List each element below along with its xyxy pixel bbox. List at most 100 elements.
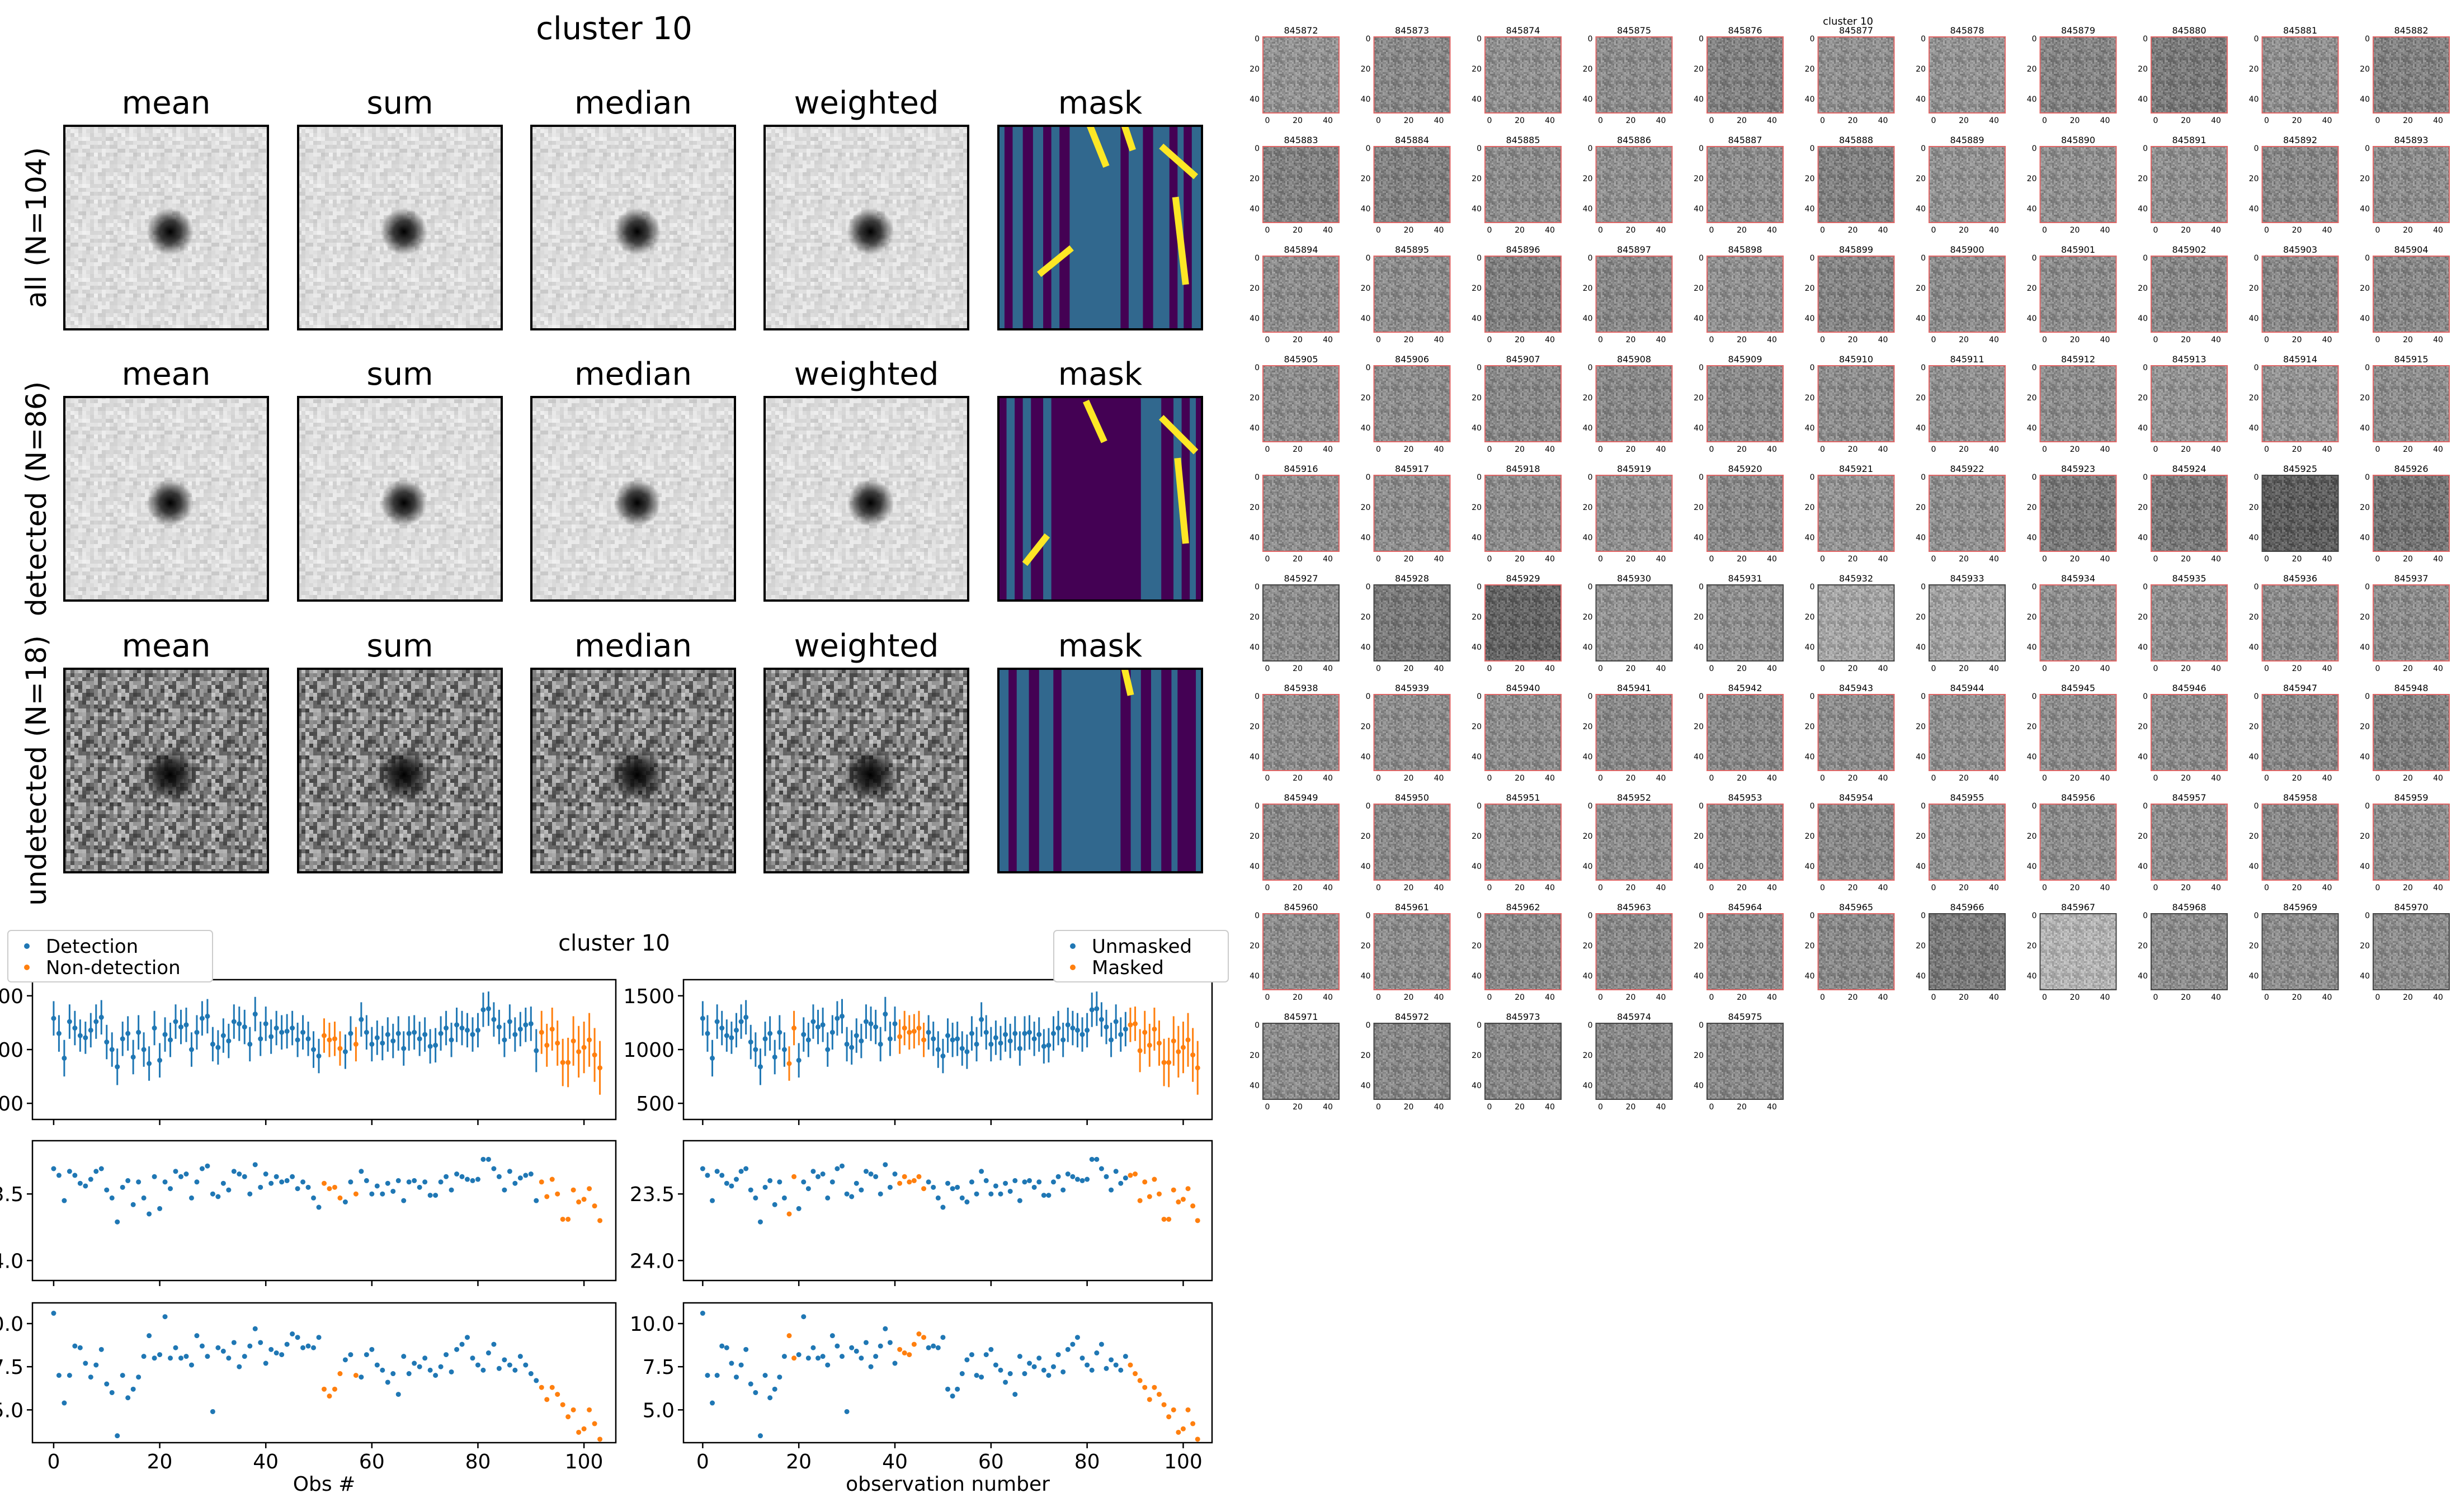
data-point (327, 1037, 332, 1043)
data-point (940, 1053, 946, 1059)
thumbnail-ytick: 20 (1583, 832, 1593, 841)
thumbnail-id: 845944 (1950, 683, 1984, 693)
data-point (998, 1191, 1003, 1197)
thumbnail-ytick: 20 (1250, 942, 1260, 951)
thumbnail-id: 845915 (2394, 354, 2428, 365)
mask-stamp (997, 396, 1203, 602)
data-point (926, 1179, 931, 1185)
thumbnail-xtick: 40 (2433, 883, 2443, 892)
thumbnail-xtick: 0 (1931, 226, 1936, 235)
thumbnail-id: 845919 (1617, 464, 1651, 474)
thumbnail-ytick: 40 (1805, 533, 1815, 542)
thumbnail-ytick: 40 (1250, 972, 1260, 981)
thumbnail-xtick: 0 (1820, 774, 1825, 783)
thumbnail-xtick: 0 (2264, 993, 2269, 1002)
data-point (931, 1036, 936, 1042)
thumbnail-xtick: 0 (1820, 664, 1825, 673)
lightcurve-panel-flux: 50010001500Flux (0, 979, 617, 1125)
data-point (162, 1032, 168, 1037)
data-point (849, 1345, 855, 1350)
thumbnail-id: 845909 (1728, 354, 1762, 365)
data-point (1190, 1203, 1196, 1209)
data-point (1185, 1407, 1191, 1412)
data-point (263, 1021, 268, 1027)
x-tick-label: 80 (1074, 1450, 1100, 1473)
data-point (844, 1191, 850, 1197)
thumbnail-ytick: 20 (2138, 832, 2148, 841)
thumbnail-ytick: 20 (1250, 832, 1260, 841)
thumbnail-ytick: 20 (1361, 284, 1371, 293)
thumbnail-ytick: 40 (1694, 862, 1704, 871)
thumbnail-xtick: 0 (1376, 1103, 1381, 1112)
thumbnail-xtick: 20 (2181, 993, 2191, 1002)
data-point (210, 1409, 215, 1414)
data-point (539, 1029, 544, 1035)
thumbnail-ytick: 20 (1805, 613, 1815, 622)
thumbnail-xtick: 0 (1709, 993, 1714, 1002)
thumbnail-ytick: 0 (2143, 363, 2148, 372)
thumbnail-ytick: 40 (1361, 972, 1371, 981)
data-point (820, 1354, 826, 1359)
thumbnail-ytick: 0 (1921, 35, 1926, 44)
thumbnail-ytick: 20 (2360, 65, 2370, 74)
data-point (168, 1186, 173, 1192)
thumbnail-xtick: 40 (1545, 445, 1555, 454)
data-point (815, 1024, 821, 1030)
data-point (141, 1195, 147, 1201)
data-point (438, 1364, 444, 1369)
data-point (859, 1355, 864, 1361)
thumbnail-ytick: 40 (1361, 205, 1371, 214)
data-point (1185, 1037, 1191, 1043)
stamp-column-title: median (574, 628, 692, 664)
data-point (555, 1392, 560, 1397)
thumbnail-xtick: 0 (1931, 774, 1936, 783)
coadd-stamp (63, 396, 269, 602)
thumbnail-xtick: 20 (1848, 336, 1858, 344)
thumbnail-ytick: 40 (1916, 753, 1926, 762)
thumbnail-xtick: 0 (1709, 883, 1714, 892)
data-point (51, 1015, 56, 1021)
thumbnail-id: 845872 (1284, 25, 1318, 36)
thumbnail-id: 845920 (1728, 464, 1762, 474)
thumbnail-ytick: 0 (2254, 692, 2259, 701)
thumbnail-ytick: 0 (1477, 911, 1482, 920)
data-point (791, 1355, 797, 1361)
thumbnail-xtick: 20 (2403, 993, 2413, 1002)
thumbnail-ytick: 20 (1361, 503, 1371, 512)
data-point (1046, 1373, 1052, 1378)
data-point (1195, 1065, 1200, 1071)
data-point (1094, 1350, 1100, 1356)
thumbnail-xtick: 20 (1959, 226, 1969, 235)
data-point (738, 1169, 744, 1174)
data-point (902, 1174, 907, 1179)
data-point (258, 1036, 263, 1042)
thumbnail-ytick: 0 (1255, 473, 1260, 482)
data-point (825, 1195, 831, 1201)
thumbnail-ytick: 0 (1477, 583, 1482, 592)
thumbnail-ytick: 0 (1921, 911, 1926, 920)
coadd-stamp (63, 668, 269, 873)
data-point (791, 1174, 797, 1179)
thumbnail-ytick: 20 (1472, 1051, 1482, 1060)
thumbnail-ytick: 20 (1361, 722, 1371, 731)
thumbnail-ytick: 40 (2027, 862, 2037, 871)
thumbnail-xtick: 20 (2292, 336, 2302, 344)
data-point (581, 1426, 587, 1431)
thumbnail-id: 845937 (2394, 573, 2428, 584)
thumbnail-xtick: 20 (2181, 883, 2191, 892)
data-point (916, 1174, 922, 1179)
legend-marker (1070, 943, 1076, 949)
thumbnail-xtick: 0 (1709, 226, 1714, 235)
data-point (734, 1176, 739, 1182)
data-point (863, 1019, 869, 1024)
thumbnail-ytick: 0 (2365, 911, 2370, 920)
